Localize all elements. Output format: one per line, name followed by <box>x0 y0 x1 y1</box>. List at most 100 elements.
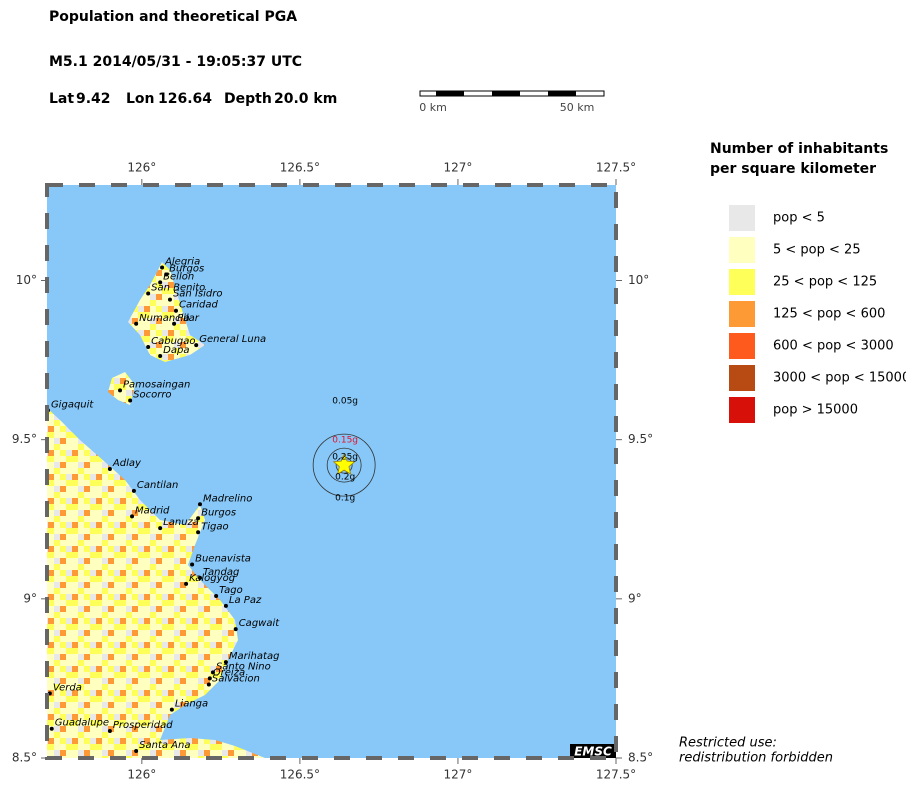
town-dot <box>158 280 163 285</box>
badge: EMSC <box>574 745 612 759</box>
town-label: Santa Ana <box>139 740 190 751</box>
legend-swatch <box>729 205 755 231</box>
town-label: General Luna <box>199 334 266 345</box>
town-dot <box>131 488 136 493</box>
town-dot <box>194 343 199 348</box>
town-label: Bellon <box>163 271 194 282</box>
legend-swatch <box>729 237 755 263</box>
town-dot <box>214 593 219 598</box>
legend-label: 600 < pop < 3000 <box>773 339 894 354</box>
location-label: Lon <box>126 91 155 107</box>
town-label: Madrid <box>135 505 170 516</box>
town-label: Pilar <box>177 313 200 324</box>
town-dot <box>169 707 174 712</box>
pga-contour <box>312 433 376 497</box>
y-tick-label: 8.5° <box>12 751 37 765</box>
town-dot <box>134 321 139 326</box>
town-dot <box>146 345 151 350</box>
title: Population and theoretical PGA <box>49 9 297 25</box>
y-tick-label: 10° <box>628 273 649 287</box>
town-label: Adlay <box>112 458 142 469</box>
pga-label: 0.1g <box>335 494 355 504</box>
location-value: 20.0 km <box>274 91 337 107</box>
event: M5.1 2014/05/31 - 19:05:37 UTC <box>49 54 302 70</box>
town-label: Tago <box>219 585 243 596</box>
town-dot <box>167 297 172 302</box>
town-dot <box>223 603 228 608</box>
town-dot <box>158 353 163 358</box>
location-label: Lat <box>49 91 74 107</box>
town-dot <box>130 514 135 519</box>
town-dot <box>197 575 202 580</box>
town-label: Salvacion <box>212 673 260 684</box>
town-dot <box>223 660 228 665</box>
y-tick-label: 9° <box>628 591 642 605</box>
x-tick-label: 127° <box>443 161 472 175</box>
town-dot <box>128 398 133 403</box>
scale-label: 0 km <box>419 101 447 114</box>
town-dot <box>233 627 238 632</box>
x-tick-label: 127° <box>443 768 472 782</box>
town-label: Santo Nino <box>216 661 271 672</box>
legend-swatch <box>729 301 755 327</box>
town-dot <box>160 265 165 270</box>
town-label: Lianga <box>175 699 208 710</box>
y-tick-label: 9° <box>23 591 37 605</box>
frame <box>45 183 618 760</box>
town-label: Caridad <box>179 300 218 311</box>
town-dot <box>107 728 112 733</box>
scale-bar: 0 km 50 km <box>419 90 605 114</box>
town-label: La Paz <box>229 595 262 606</box>
legend-title: per square kilometer <box>710 161 876 177</box>
legend-swatch <box>729 365 755 391</box>
scale-seg <box>492 91 520 96</box>
x-tick-label: 127.5° <box>596 768 636 782</box>
town-label: Prosperidad <box>113 720 173 731</box>
town-dot <box>190 562 195 567</box>
x-tick-label: 126° <box>127 161 156 175</box>
location: Lat 9.42 Lon 126.64 Depth 20.0 km <box>49 91 337 107</box>
scale-seg <box>548 91 576 96</box>
town-label: Verda <box>53 682 82 693</box>
town-label: Lanuza <box>163 517 199 528</box>
y-tick-label: 9.5° <box>12 432 37 446</box>
town-dot <box>206 682 211 687</box>
land <box>47 408 265 758</box>
town-label: Pamosaingan <box>123 379 190 390</box>
legend-swatch <box>729 397 755 423</box>
town-dot <box>197 502 202 507</box>
badge-bg <box>570 744 616 758</box>
town-label: Marihatag <box>229 651 280 662</box>
pga-label: 0.2g <box>335 473 355 483</box>
town-dot <box>146 291 151 296</box>
town-label: Cantilan <box>137 480 178 491</box>
town-label: Guadalupe <box>55 718 109 729</box>
town-label: Alegria <box>164 256 200 267</box>
x-tick-label: 126° <box>127 768 156 782</box>
town-label: Burgos <box>201 507 236 518</box>
town-label: Oreiza <box>213 667 245 678</box>
town-label: Kalogyog <box>189 573 235 584</box>
town-dot <box>210 670 215 675</box>
y-tick-label: 9.5° <box>628 432 653 446</box>
legend-title: Number of inhabitants <box>710 141 888 157</box>
town-label: Cagwait <box>239 618 281 629</box>
town-dot <box>172 321 177 326</box>
scale-seg <box>436 91 464 96</box>
scale-label: 50 km <box>560 101 595 114</box>
notice: redistribution forbidden <box>679 751 833 766</box>
town-label: Tigao <box>201 521 228 532</box>
town-dot <box>49 726 54 731</box>
town-dot <box>173 308 178 313</box>
town-label: Gigaquit <box>51 399 94 410</box>
town-dot <box>164 272 169 277</box>
legend-label: pop > 15000 <box>773 403 858 418</box>
x-tick-label: 126.5° <box>280 768 320 782</box>
pga-contour <box>326 447 362 483</box>
land <box>128 262 205 362</box>
land <box>108 372 135 405</box>
pga-label: 0.25g <box>332 453 358 463</box>
y-tick-label: 10° <box>16 273 37 287</box>
x-tick-label: 127.5° <box>596 161 636 175</box>
